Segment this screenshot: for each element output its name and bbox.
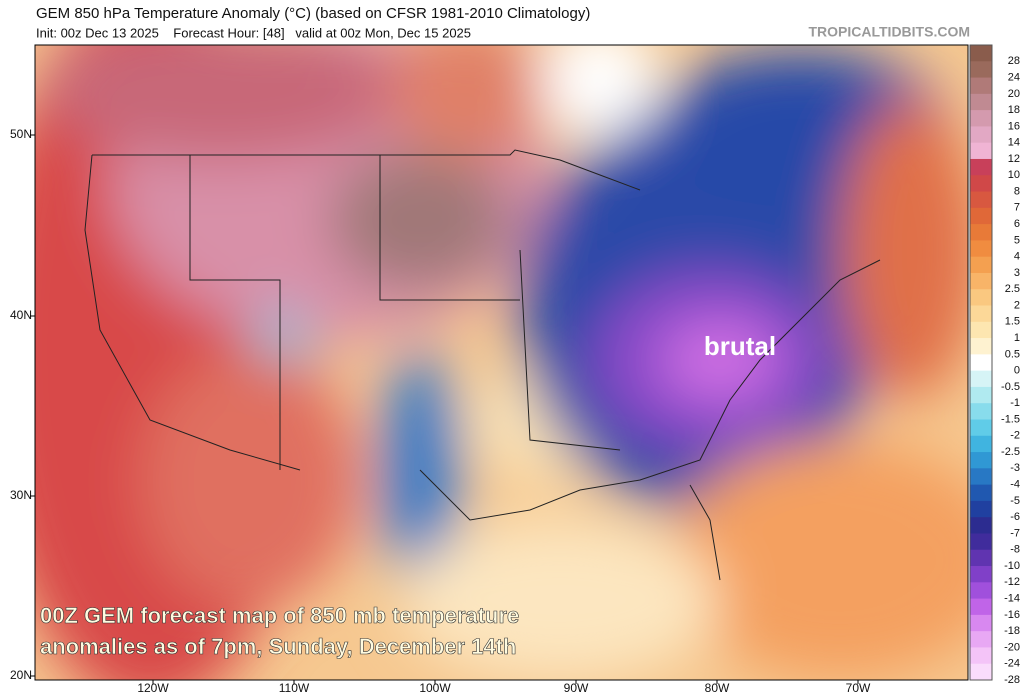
colorbar-label: -18 (1004, 625, 1020, 637)
colorbar-label: 14 (1008, 137, 1020, 149)
colorbar-segment (970, 566, 992, 583)
colorbar-label: -2.5 (1001, 446, 1020, 458)
colorbar-label: 4 (1014, 251, 1020, 263)
colorbar-segment (970, 517, 992, 534)
colorbar-segment (970, 338, 992, 355)
colorbar-segment (970, 370, 992, 388)
colorbar-label: -14 (1004, 592, 1020, 604)
colorbar-label: 1 (1014, 332, 1020, 344)
colorbar-label: 12 (1008, 153, 1020, 165)
colorbar-segment (970, 289, 992, 307)
colorbar-label: 20 (1008, 88, 1020, 100)
colorbar-label: -20 (1004, 641, 1020, 653)
colorbar-segment (970, 61, 992, 79)
colorbar-label: -1.5 (1001, 413, 1020, 425)
colorbar-label: -1 (1010, 397, 1020, 409)
colorbar-segment (970, 598, 992, 616)
lat-label: 30N (10, 488, 32, 502)
colorbar-segment (970, 500, 992, 518)
colorbar-label: 0 (1014, 365, 1020, 377)
colorbar-segment (970, 419, 992, 437)
colorbar-label: 24 (1008, 71, 1020, 83)
colorbar-label: 6 (1014, 218, 1020, 230)
colorbar-segment (970, 207, 992, 225)
colorbar-segment (970, 77, 992, 95)
colorbar-segment (970, 191, 992, 209)
colorbar-segment (970, 354, 992, 372)
colorbar-label: -16 (1004, 609, 1020, 621)
colorbar-segment (970, 549, 992, 567)
colorbar-segment (970, 240, 992, 258)
lat-label: 20N (10, 668, 32, 682)
colorbar-label: 28 (1008, 55, 1020, 67)
colorbar-label: 3 (1014, 267, 1020, 279)
colorbar-segment (970, 663, 992, 681)
colorbar-segment (970, 468, 992, 486)
colorbar-label: 1.5 (1005, 316, 1020, 328)
colorbar-segment (970, 631, 992, 648)
lat-label: 40N (10, 308, 32, 322)
colorbar-segment (970, 386, 992, 404)
colorbar-segment (970, 158, 992, 176)
colorbar-label: 0.5 (1005, 348, 1020, 360)
colorbar-label: 2 (1014, 299, 1020, 311)
colorbar-segment (970, 484, 992, 502)
colorbar-segment (970, 256, 992, 274)
colorbar-label: 8 (1014, 185, 1020, 197)
colorbar-segment (970, 647, 992, 665)
colorbar-label: 7 (1014, 202, 1020, 214)
colorbar-segment (970, 224, 992, 241)
colorbar-label: 2.5 (1005, 283, 1020, 295)
colorbar-label: -7 (1010, 527, 1020, 539)
lat-label: 50N (10, 127, 32, 141)
colorbar-segment (970, 614, 992, 632)
subtitle: Init: 00z Dec 13 2025 Forecast Hour: [48… (36, 25, 471, 40)
lon-label: 120W (137, 681, 169, 695)
caption-line: anomalies as of 7pm, Sunday, December 14… (40, 634, 516, 659)
colorbar-label: -12 (1004, 576, 1020, 588)
caption-line: 00Z GEM forecast map of 850 mb temperatu… (40, 603, 519, 628)
colorbar-segment (970, 93, 992, 111)
colorbar-label: -2 (1010, 430, 1020, 442)
colorbar-segment (970, 533, 992, 551)
lon-label: 80W (705, 681, 730, 695)
lon-label: 110W (279, 681, 310, 695)
colorbar-label: -0.5 (1001, 381, 1020, 393)
colorbar-label: -6 (1010, 511, 1020, 523)
colorbar-label: -4 (1010, 479, 1020, 491)
colorbar-segment (970, 305, 992, 323)
map-annotation: brutal (704, 331, 776, 361)
colorbar-segment (970, 582, 992, 600)
colorbar-label: 5 (1014, 234, 1020, 246)
lon-label: 100W (419, 681, 451, 695)
colorbar-label: -24 (1004, 658, 1020, 670)
colorbar-segment (970, 403, 992, 420)
colorbar-segment (970, 142, 992, 160)
colorbar-segment (970, 126, 992, 144)
colorbar-segment (970, 45, 992, 62)
colorbar-label: 10 (1008, 169, 1020, 181)
colorbar-label: -10 (1004, 560, 1020, 572)
colorbar-segment (970, 272, 992, 290)
lon-label: 70W (846, 681, 871, 695)
colorbar-segment (970, 435, 992, 453)
map-frame (34, 44, 969, 681)
colorbar-segment (970, 452, 992, 469)
colorbar-label: 16 (1008, 120, 1020, 132)
site-credit: TROPICALTIDBITS.COM (808, 24, 970, 40)
colorbar-label: -28 (1004, 674, 1020, 686)
colorbar-segment (970, 321, 992, 339)
colorbar-frame (969, 44, 993, 681)
colorbar-label: -3 (1010, 462, 1020, 474)
colorbar-label: -5 (1010, 495, 1020, 507)
colorbar-segment (970, 110, 992, 127)
lon-label: 90W (564, 681, 589, 695)
title: GEM 850 hPa Temperature Anomaly (°C) (ba… (36, 5, 590, 22)
colorbar-label: -8 (1010, 544, 1020, 556)
colorbar-segment (970, 175, 992, 193)
colorbar-label: 18 (1008, 104, 1020, 116)
